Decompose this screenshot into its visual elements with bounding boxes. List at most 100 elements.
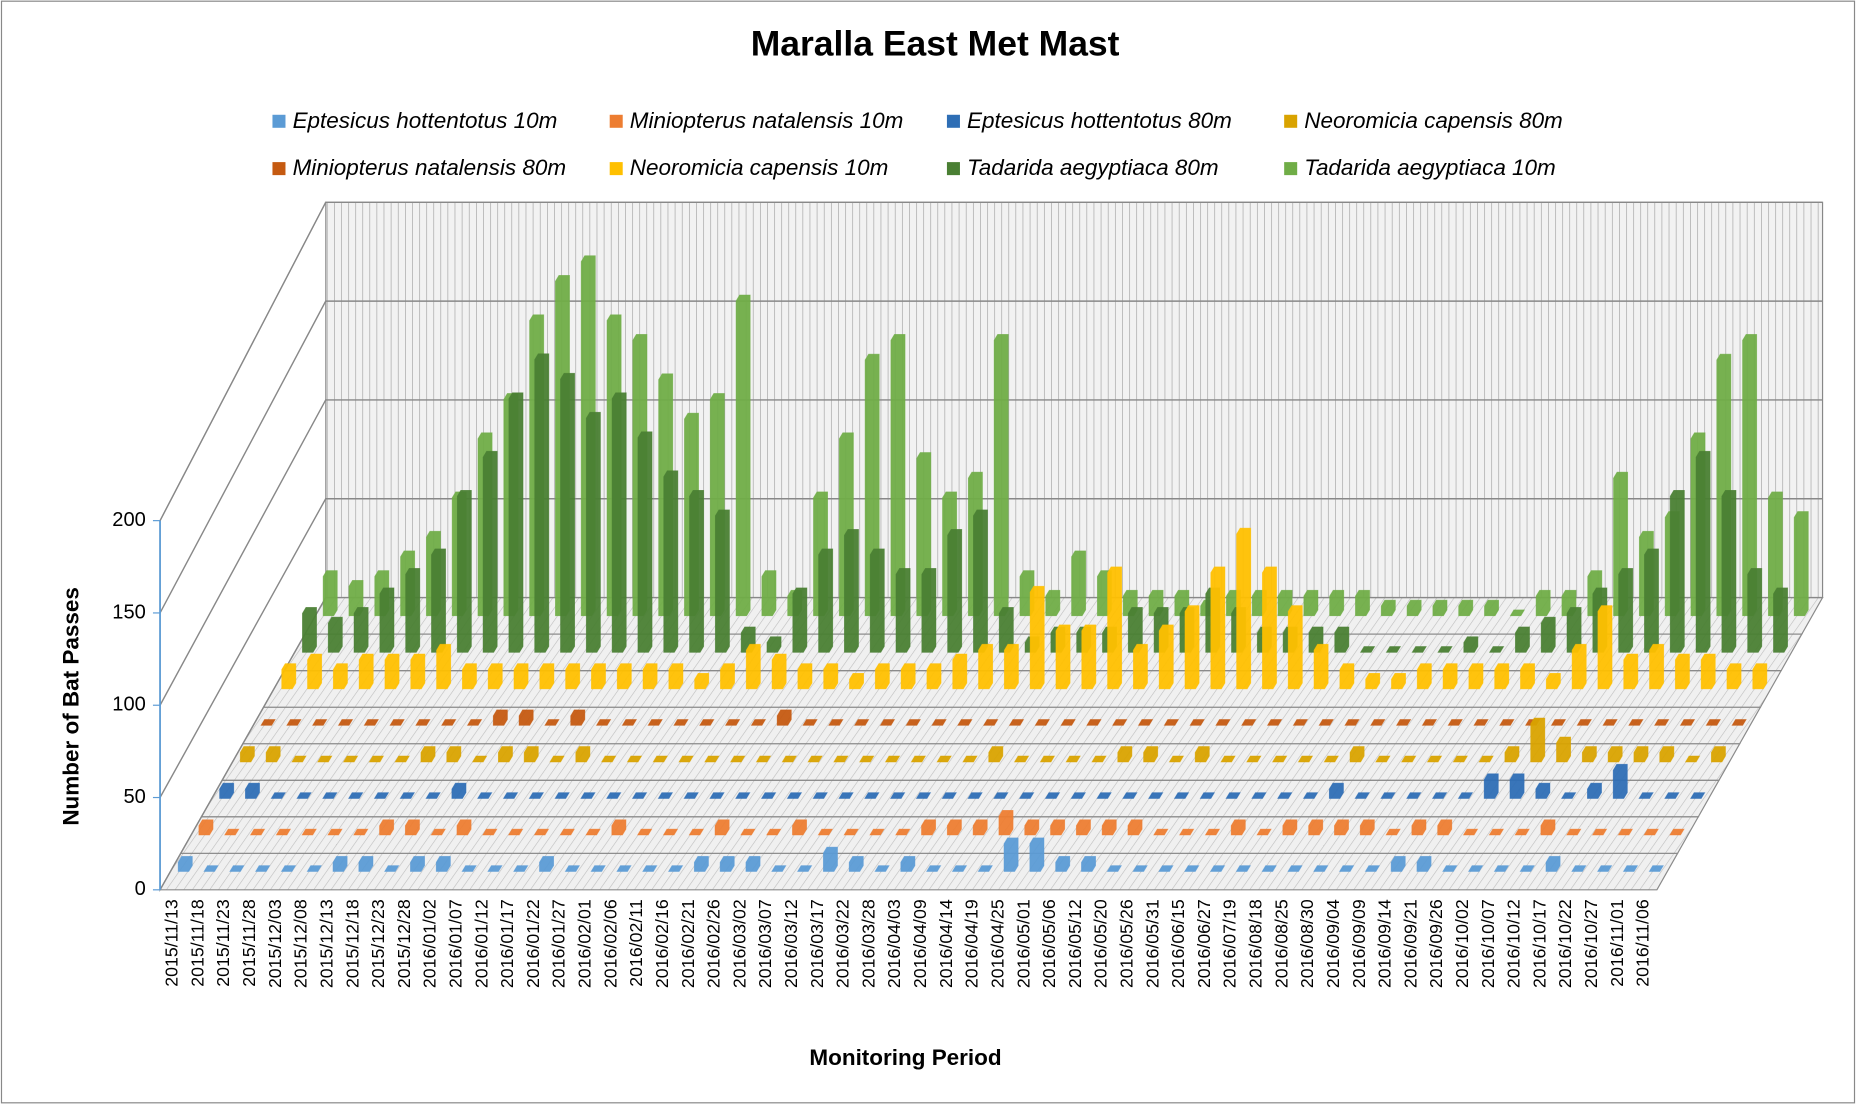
bar: [585, 411, 601, 653]
bar: [1478, 755, 1494, 763]
bar: [1230, 819, 1246, 836]
bar: [358, 653, 374, 690]
bar: [327, 616, 343, 653]
bar: [1773, 587, 1788, 653]
bar: [689, 489, 705, 653]
x-tick-label: 2016/09/04: [1323, 899, 1343, 988]
bar: [1045, 589, 1061, 617]
bar: [978, 643, 994, 690]
bar: [528, 792, 545, 799]
bar: [936, 755, 952, 763]
bar: [347, 792, 364, 799]
bar: [389, 719, 405, 726]
legend-label: Miniopterus natalensis 80m: [293, 155, 567, 180]
bar: [286, 719, 302, 726]
x-tick-label: 2015/12/03: [265, 899, 285, 988]
x-tick-label: 2016/08/25: [1271, 899, 1291, 988]
walls: [159, 201, 1824, 893]
bar: [1050, 819, 1066, 836]
bar: [1044, 792, 1061, 799]
bar: [327, 828, 343, 836]
bar: [771, 865, 787, 872]
bar: [714, 819, 730, 836]
bar: [1669, 828, 1685, 836]
bar: [317, 755, 333, 763]
bar: [332, 663, 348, 690]
y-tick-label: 100: [112, 694, 146, 716]
bar: [1220, 755, 1236, 763]
x-tick-label: 2016/01/07: [446, 899, 466, 988]
bar: [1355, 589, 1370, 617]
bar: [1235, 865, 1252, 872]
bar: [306, 865, 323, 872]
legend-swatch: [272, 114, 286, 128]
bar: [760, 792, 777, 799]
bar: [435, 856, 451, 872]
bar: [663, 470, 679, 653]
bar: [1535, 782, 1551, 799]
bar: [647, 719, 663, 726]
grid-line: [159, 201, 1823, 521]
bar: [404, 819, 420, 836]
x-tick-label: 2016/06/15: [1168, 899, 1188, 988]
bar: [1256, 828, 1272, 836]
bar: [631, 792, 648, 799]
bar: [363, 719, 380, 726]
bar: [549, 755, 565, 763]
bar: [828, 719, 844, 726]
bar: [952, 653, 968, 690]
bar: [1168, 755, 1185, 763]
bar: [1266, 719, 1283, 726]
bar: [1096, 792, 1112, 799]
bar: [1406, 792, 1422, 799]
x-tick-label: 2016/01/12: [471, 899, 491, 988]
bar: [735, 792, 751, 799]
x-tick-label: 2016/10/17: [1529, 899, 1549, 988]
bar: [714, 509, 730, 653]
bar: [900, 856, 916, 872]
bar: [1158, 865, 1174, 872]
x-tick-label: 2016/04/19: [962, 899, 982, 988]
bar: [1210, 566, 1226, 690]
bar: [668, 663, 684, 690]
bar: [642, 663, 658, 690]
legend-swatch: [946, 162, 960, 176]
x-tick-label: 2015/12/13: [316, 899, 336, 988]
bar: [410, 653, 426, 690]
bar: [1473, 719, 1489, 726]
bar: [838, 792, 854, 799]
y-tick-label: 50: [123, 786, 145, 808]
bar: [1633, 746, 1649, 763]
bar: [874, 663, 890, 690]
bar: [657, 792, 674, 799]
bar: [1359, 646, 1376, 653]
bar: [1127, 819, 1143, 836]
bar: [1086, 719, 1102, 726]
bar: [1431, 792, 1448, 799]
bar: [373, 792, 390, 799]
bar: [513, 865, 529, 872]
bar: [817, 828, 834, 836]
bar: [1349, 746, 1365, 763]
bar: [1648, 865, 1665, 872]
bar: [539, 663, 555, 690]
bar: [1644, 548, 1659, 653]
bar: [1199, 792, 1216, 799]
y-axis-title: Number of Bat Passes: [58, 587, 83, 826]
bar: [281, 663, 297, 690]
x-tick-label: 2015/12/23: [368, 899, 388, 988]
bar: [1003, 837, 1019, 872]
bar: [1458, 599, 1474, 617]
bar: [750, 719, 767, 726]
bar: [1060, 719, 1076, 726]
bar: [1261, 865, 1277, 872]
bar: [977, 865, 994, 872]
bar: [1747, 568, 1763, 653]
bar: [683, 792, 699, 799]
bar: [1659, 746, 1675, 763]
bar: [1287, 605, 1303, 690]
x-tick-label: 2015/12/18: [342, 899, 362, 988]
bar: [461, 865, 477, 872]
bar: [642, 865, 658, 872]
x-tick-label: 2016/03/17: [807, 899, 827, 988]
